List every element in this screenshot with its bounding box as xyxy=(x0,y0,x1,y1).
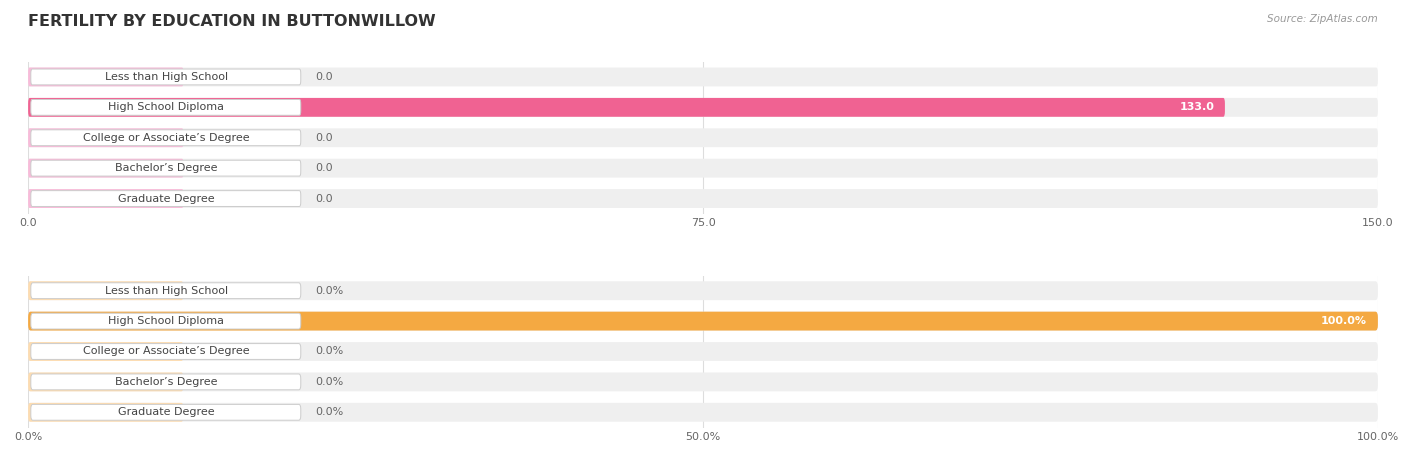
FancyBboxPatch shape xyxy=(28,312,1378,331)
FancyBboxPatch shape xyxy=(28,189,1378,208)
FancyBboxPatch shape xyxy=(28,128,1378,147)
FancyBboxPatch shape xyxy=(28,403,183,422)
Text: Less than High School: Less than High School xyxy=(105,72,228,82)
Text: 0.0: 0.0 xyxy=(315,163,333,173)
FancyBboxPatch shape xyxy=(28,281,183,300)
Text: 0.0: 0.0 xyxy=(315,72,333,82)
Text: High School Diploma: High School Diploma xyxy=(108,316,225,326)
FancyBboxPatch shape xyxy=(28,281,1378,300)
FancyBboxPatch shape xyxy=(28,189,183,208)
FancyBboxPatch shape xyxy=(28,98,1225,117)
Text: Bachelor’s Degree: Bachelor’s Degree xyxy=(115,377,218,387)
FancyBboxPatch shape xyxy=(31,404,301,420)
FancyBboxPatch shape xyxy=(31,374,301,390)
FancyBboxPatch shape xyxy=(28,98,1378,117)
Text: 0.0: 0.0 xyxy=(315,133,333,143)
FancyBboxPatch shape xyxy=(28,403,1378,422)
FancyBboxPatch shape xyxy=(28,159,183,178)
FancyBboxPatch shape xyxy=(31,343,301,360)
FancyBboxPatch shape xyxy=(28,342,1378,361)
FancyBboxPatch shape xyxy=(28,372,1378,391)
FancyBboxPatch shape xyxy=(28,67,183,86)
FancyBboxPatch shape xyxy=(31,190,301,207)
Text: College or Associate’s Degree: College or Associate’s Degree xyxy=(83,346,250,357)
FancyBboxPatch shape xyxy=(31,283,301,299)
FancyBboxPatch shape xyxy=(28,342,183,361)
FancyBboxPatch shape xyxy=(31,130,301,146)
FancyBboxPatch shape xyxy=(31,99,301,115)
FancyBboxPatch shape xyxy=(28,67,1378,86)
Text: 0.0%: 0.0% xyxy=(315,346,344,357)
FancyBboxPatch shape xyxy=(31,69,301,85)
FancyBboxPatch shape xyxy=(28,372,183,391)
Text: 133.0: 133.0 xyxy=(1180,102,1215,113)
Text: 0.0: 0.0 xyxy=(315,193,333,204)
Text: FERTILITY BY EDUCATION IN BUTTONWILLOW: FERTILITY BY EDUCATION IN BUTTONWILLOW xyxy=(28,14,436,29)
FancyBboxPatch shape xyxy=(28,159,1378,178)
Text: Graduate Degree: Graduate Degree xyxy=(118,407,215,418)
Text: 0.0%: 0.0% xyxy=(315,285,344,296)
FancyBboxPatch shape xyxy=(28,312,1378,331)
Text: High School Diploma: High School Diploma xyxy=(108,102,225,113)
Text: College or Associate’s Degree: College or Associate’s Degree xyxy=(83,133,250,143)
FancyBboxPatch shape xyxy=(31,313,301,329)
FancyBboxPatch shape xyxy=(31,160,301,176)
Text: Graduate Degree: Graduate Degree xyxy=(118,193,215,204)
Text: 100.0%: 100.0% xyxy=(1322,316,1367,326)
Text: Less than High School: Less than High School xyxy=(105,285,228,296)
FancyBboxPatch shape xyxy=(28,128,183,147)
Text: 0.0%: 0.0% xyxy=(315,377,344,387)
Text: Source: ZipAtlas.com: Source: ZipAtlas.com xyxy=(1267,14,1378,24)
Text: Bachelor’s Degree: Bachelor’s Degree xyxy=(115,163,218,173)
Text: 0.0%: 0.0% xyxy=(315,407,344,418)
